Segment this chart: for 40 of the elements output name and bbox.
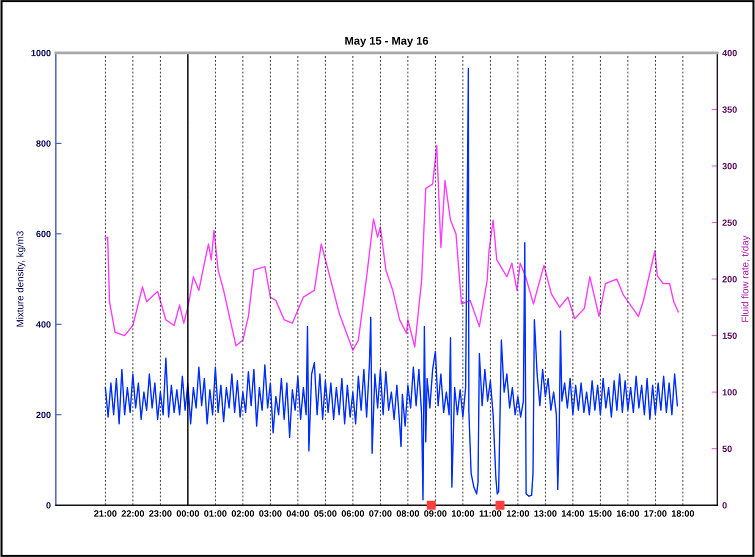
- x-tick-label: 11:00: [480, 510, 502, 517]
- x-tick-label: 13:00: [534, 510, 557, 517]
- x-tick-label: 16:00: [616, 510, 640, 517]
- x-tick-label: 07:00: [369, 510, 392, 517]
- x-tick-label: 06:00: [342, 510, 364, 517]
- x-tick-label: 14:00: [562, 510, 584, 517]
- y2-tick-label: 50: [722, 446, 732, 452]
- x-tick-label: 23:00: [149, 510, 172, 517]
- x-tick-label: 08:00: [396, 510, 420, 517]
- y2-tick-label: 100: [722, 389, 737, 396]
- y2-tick-label: 150: [722, 332, 737, 339]
- x-tick-label: 09:00: [424, 510, 447, 517]
- y-tick-label: 1000: [31, 50, 51, 56]
- y-tick-label: 200: [36, 412, 51, 418]
- x-tick-label: 17:00: [644, 510, 667, 517]
- x-tick-label: 21:00: [94, 510, 117, 517]
- x-tick-label: 15:00: [589, 510, 612, 517]
- y2-tick-label: 300: [722, 162, 737, 170]
- y2-tick-label: 350: [722, 106, 737, 113]
- x-tick-label: 01:00: [204, 510, 227, 517]
- x-tick-label: 12:00: [506, 510, 530, 517]
- x-tick-label: 18:00: [672, 510, 694, 517]
- chart-title: May 15 - May 16: [345, 36, 428, 47]
- x-tick-label: 04:00: [286, 510, 310, 517]
- y2-tick-label: 200: [722, 276, 737, 282]
- x-tick-label: 05:00: [314, 510, 337, 517]
- y-tick-label: 0: [46, 502, 51, 509]
- x-tick-label: 10:00: [452, 510, 474, 517]
- y-tick-label: 600: [36, 230, 51, 238]
- x-tick-label: 02:00: [232, 510, 254, 517]
- y2-tick-label: 250: [722, 219, 737, 226]
- y2-axis-title: Fluid flow rate, t/day: [741, 236, 750, 322]
- y-axis-title: Mixture density, kg/m3: [16, 231, 26, 327]
- x-tick-label: 03:00: [259, 510, 282, 517]
- y-tick-label: 800: [36, 140, 51, 147]
- y2-tick-label: 400: [722, 50, 737, 56]
- x-tick-label: 22:00: [122, 510, 144, 517]
- x-tick-label: 00:00: [176, 510, 200, 517]
- y2-tick-label: 0: [722, 502, 727, 509]
- y-tick-label: 400: [36, 321, 51, 328]
